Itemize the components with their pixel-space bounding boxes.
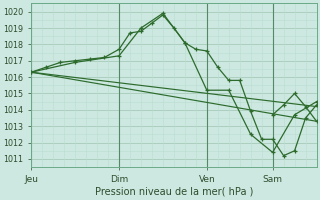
X-axis label: Pression niveau de la mer( hPa ): Pression niveau de la mer( hPa ) (95, 187, 253, 197)
